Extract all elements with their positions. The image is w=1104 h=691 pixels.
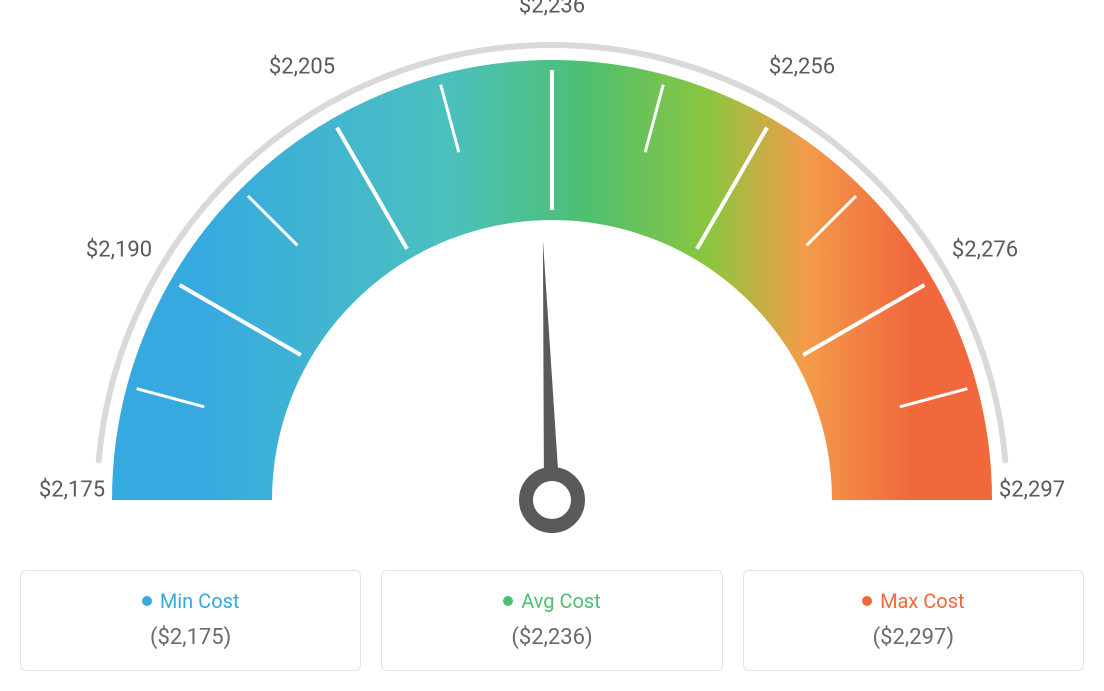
min-cost-title: Min Cost xyxy=(160,589,240,613)
max-cost-card: Max Cost ($2,297) xyxy=(743,570,1084,671)
gauge-tick-label: $2,205 xyxy=(269,54,335,79)
max-cost-value: ($2,297) xyxy=(764,625,1063,650)
gauge-chart-container: $2,175$2,190$2,205$2,236$2,256$2,276$2,2… xyxy=(20,20,1084,671)
avg-cost-card: Avg Cost ($2,236) xyxy=(381,570,722,671)
avg-cost-value: ($2,236) xyxy=(402,625,701,650)
min-cost-title-row: Min Cost xyxy=(142,589,240,613)
min-dot-icon xyxy=(142,596,152,606)
gauge-svg xyxy=(20,20,1084,540)
gauge-tick-label: $2,175 xyxy=(39,478,105,503)
gauge-tick-label: $2,276 xyxy=(952,238,1018,263)
gauge-tick-label: $2,256 xyxy=(769,54,835,79)
gauge-area: $2,175$2,190$2,205$2,236$2,256$2,276$2,2… xyxy=(20,20,1084,540)
summary-cards: Min Cost ($2,175) Avg Cost ($2,236) Max … xyxy=(20,570,1084,671)
avg-dot-icon xyxy=(503,596,513,606)
gauge-tick-label: $2,236 xyxy=(519,0,585,19)
avg-cost-title-row: Avg Cost xyxy=(503,589,601,613)
max-dot-icon xyxy=(862,596,872,606)
min-cost-card: Min Cost ($2,175) xyxy=(20,570,361,671)
gauge-tick-label: $2,190 xyxy=(86,238,152,263)
avg-cost-title: Avg Cost xyxy=(521,589,601,613)
max-cost-title-row: Max Cost xyxy=(862,589,965,613)
min-cost-value: ($2,175) xyxy=(41,625,340,650)
max-cost-title: Max Cost xyxy=(880,589,965,613)
gauge-tick-label: $2,297 xyxy=(999,478,1065,503)
